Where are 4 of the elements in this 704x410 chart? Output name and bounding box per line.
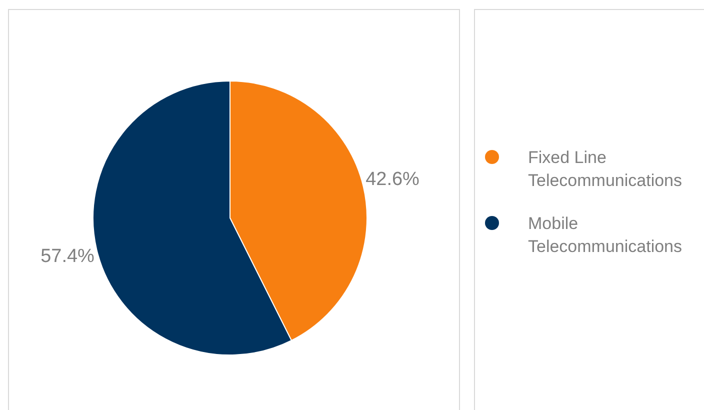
data-label: 57.4% (40, 246, 95, 267)
legend-label: Mobile Telecommunications (528, 214, 682, 256)
data-label: 42.6% (366, 169, 420, 190)
legend-label: Fixed Line Telecommunications (528, 148, 682, 190)
